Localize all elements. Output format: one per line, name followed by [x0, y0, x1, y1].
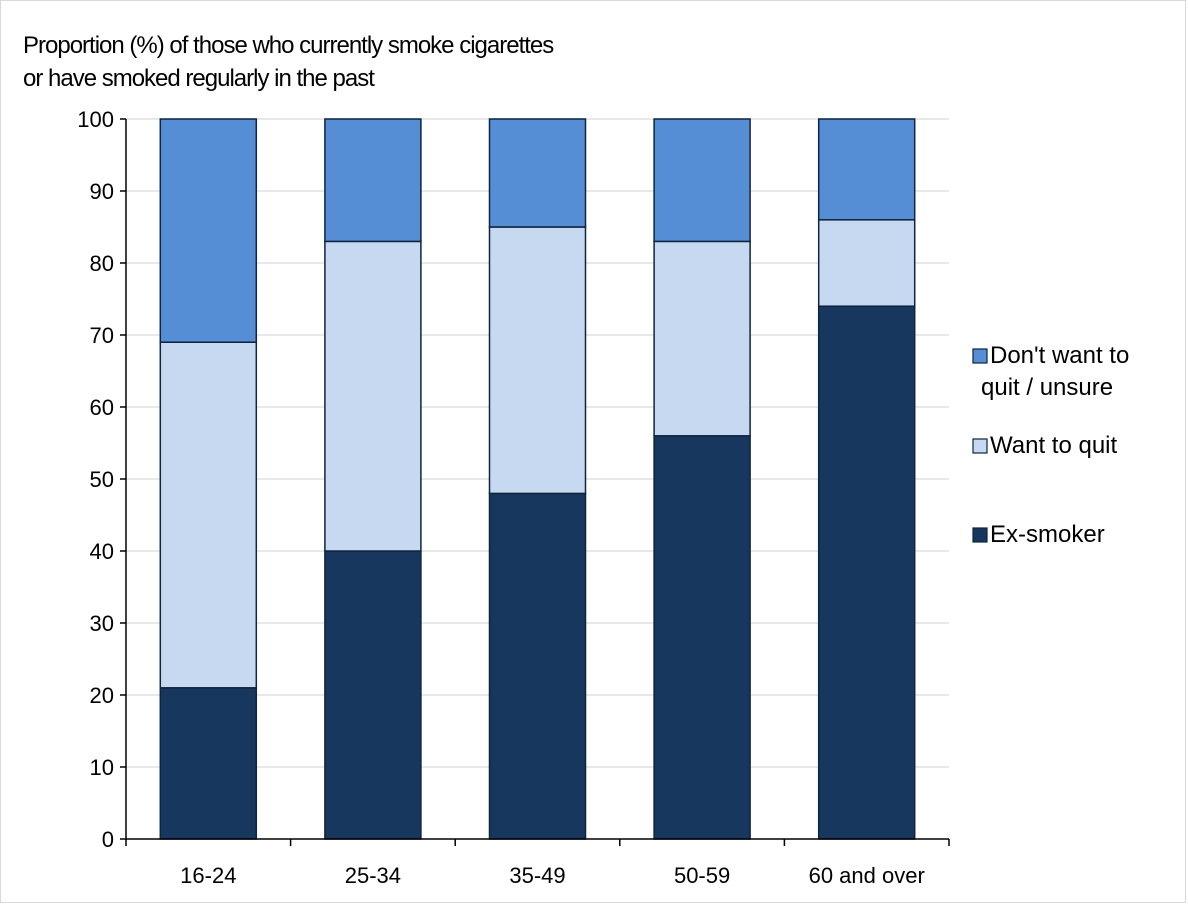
x-tick-label: 25-34 [345, 863, 401, 888]
legend-item: Don't want to quit / unsure [972, 342, 1129, 401]
axes [120, 118, 950, 846]
bar-segment [817, 118, 916, 221]
y-tick-label: 60 [90, 395, 114, 420]
bar-segment [159, 118, 258, 343]
legend-label: Don't want to [990, 342, 1129, 369]
bar-segment [488, 118, 587, 228]
x-tick-label: 16-24 [180, 863, 236, 888]
x-tick-label: 60 and over [809, 863, 925, 888]
bar-segment [324, 550, 422, 840]
bars [159, 118, 916, 840]
bar-segment [324, 118, 422, 243]
y-tick-label: 30 [90, 611, 114, 636]
legend: Don't want to quit / unsure Want to quit Ex… [972, 342, 1129, 548]
bar-segment [159, 687, 258, 840]
chart-title-line-1: Proportion (%) of those who currently sm… [23, 32, 554, 59]
legend-swatch [972, 527, 988, 543]
x-tick-label: 50-59 [674, 863, 730, 888]
bar-segment [653, 435, 751, 840]
y-axis-tick-labels: 0 10 20 30 40 50 60 70 80 90 100 [77, 107, 114, 852]
bar-segment [653, 118, 751, 243]
y-tick-label: 40 [90, 539, 114, 564]
chart-title: Proportion (%) of those who currently sm… [23, 32, 555, 92]
y-tick-label: 50 [90, 467, 114, 492]
y-tick-label: 100 [77, 107, 114, 132]
x-tick-label: 35-49 [509, 863, 565, 888]
legend-swatch [972, 348, 988, 364]
bar-segment [159, 341, 258, 689]
y-tick-label: 20 [90, 683, 114, 708]
bar-segment [488, 226, 587, 495]
bar-segment [817, 305, 916, 840]
bar-segment [488, 492, 587, 840]
bar-segment [817, 219, 916, 307]
y-tick-label: 70 [90, 323, 114, 348]
legend-swatch [972, 438, 988, 454]
legend-label: quit / unsure [981, 374, 1113, 401]
chart-title-line-2: or have smoked regularly in the past [23, 65, 375, 92]
legend-item: Want to quit [972, 432, 1118, 459]
y-tick-label: 0 [102, 827, 114, 852]
x-axis-tick-labels: 16-24 25-34 35-49 50-59 60 and over [180, 863, 925, 888]
y-tick-label: 10 [90, 755, 114, 780]
bar-segment [653, 240, 751, 437]
bar-segment [324, 240, 422, 552]
legend-label: Ex-smoker [990, 521, 1105, 548]
legend-item: Ex-smoker [972, 521, 1105, 548]
y-tick-label: 90 [90, 179, 114, 204]
y-tick-label: 80 [90, 251, 114, 276]
legend-label: Want to quit [990, 432, 1118, 459]
